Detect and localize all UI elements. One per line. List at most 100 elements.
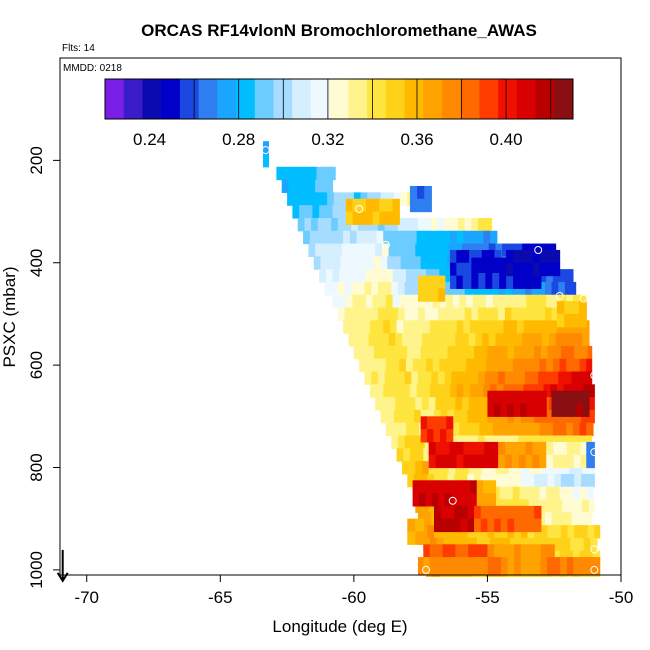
heatmap-cell	[494, 544, 502, 558]
heatmap-cell	[463, 320, 471, 334]
heatmap-cell	[456, 275, 464, 289]
heatmap-cell	[415, 333, 423, 347]
heatmap-cell	[470, 230, 478, 245]
heatmap-cell	[539, 294, 547, 309]
heatmap-cell	[547, 525, 555, 539]
heatmap-cell	[539, 441, 547, 456]
heatmap-cell	[568, 499, 577, 513]
heatmap-cell	[413, 409, 422, 424]
heatmap-cell	[429, 230, 438, 245]
heatmap-cell	[512, 249, 521, 264]
heatmap-cell	[408, 243, 416, 257]
heatmap-cell	[405, 422, 414, 437]
heatmap-cell	[564, 390, 571, 405]
heatmap-cell	[433, 416, 441, 430]
heatmap-cell	[403, 384, 411, 398]
heatmap-cell	[544, 512, 553, 526]
heatmap-cell	[387, 256, 395, 270]
heatmap-cell	[417, 217, 426, 232]
heatmap-cell	[586, 557, 594, 576]
heatmap-cell	[538, 281, 546, 296]
heatmap-cell	[554, 525, 562, 539]
heatmap-cell	[424, 371, 432, 385]
heatmap-cell	[352, 211, 360, 225]
heatmap-cell	[429, 544, 437, 558]
heatmap-cell	[527, 544, 535, 558]
heatmap-cell	[457, 493, 465, 507]
heatmap-cell	[539, 422, 547, 437]
heatmap-cell	[404, 435, 412, 449]
colorbar-swatch	[479, 79, 499, 119]
heatmap-cells	[263, 141, 601, 577]
heatmap-cell	[492, 257, 500, 274]
heatmap-cell	[438, 307, 446, 321]
heatmap-cell	[587, 345, 593, 360]
heatmap-cell	[341, 243, 350, 257]
heatmap-cell	[520, 390, 528, 405]
heatmap-cell	[534, 473, 542, 488]
heatmap-cell	[381, 243, 390, 257]
heatmap-cell	[488, 249, 496, 264]
heatmap-cell	[379, 358, 387, 373]
heatmap-cell	[407, 518, 416, 533]
heatmap-cell	[506, 249, 514, 264]
heatmap-cell	[479, 422, 487, 437]
heatmap-cell	[351, 281, 359, 296]
heatmap-cell	[580, 473, 589, 488]
heatmap-cell	[403, 320, 411, 334]
heatmap-cell	[467, 505, 475, 520]
heatmap-cell	[539, 249, 547, 264]
colorbar-swatch	[385, 79, 406, 119]
heatmap-cell	[345, 294, 354, 309]
heatmap-cell	[411, 217, 419, 232]
heatmap-cell	[507, 544, 515, 558]
heatmap-cell	[533, 390, 541, 405]
heatmap-cell	[450, 230, 458, 245]
heatmap-cell	[413, 256, 422, 270]
heatmap-cell	[575, 499, 583, 513]
heatmap-cell	[345, 198, 354, 213]
heatmap-cell	[337, 281, 346, 296]
heatmap-cell	[483, 384, 491, 398]
heatmap-cell	[352, 198, 360, 213]
heatmap-cell	[456, 441, 464, 456]
heatmap-cell	[484, 371, 493, 385]
heatmap-cell	[553, 557, 561, 576]
heatmap-cell	[434, 345, 442, 360]
heatmap-cell	[364, 307, 372, 321]
heatmap-cell	[514, 544, 522, 558]
heatmap-cell	[586, 486, 594, 501]
y-axis-label: PSXC (mbar)	[0, 266, 19, 367]
heatmap-cell	[506, 294, 514, 309]
heatmap-cell	[400, 345, 408, 360]
heatmap-cell	[401, 243, 410, 257]
heatmap-cell	[471, 257, 479, 274]
heatmap-cell	[380, 409, 388, 424]
heatmap-cell	[489, 493, 497, 507]
sample-marker	[534, 246, 543, 254]
heatmap-cell	[444, 493, 452, 507]
heatmap-cell	[399, 294, 407, 309]
heatmap-cell	[492, 486, 501, 501]
plot-frame	[59, 57, 622, 576]
heatmap-cell	[442, 544, 450, 558]
heatmap-cell	[417, 307, 426, 321]
heatmap-cell	[507, 473, 515, 488]
heatmap-cell	[439, 429, 447, 443]
heatmap-cell	[502, 333, 510, 347]
heatmap-cell	[482, 480, 490, 494]
colorbar-swatch	[198, 79, 218, 119]
heatmap-cell	[507, 505, 515, 520]
heatmap-cell	[450, 262, 457, 277]
heatmap-cell	[508, 333, 517, 347]
heatmap-cell	[450, 320, 458, 334]
heatmap-cell	[428, 557, 436, 576]
heatmap-cell	[315, 243, 323, 257]
heatmap-cell	[369, 320, 378, 334]
sample-marker	[261, 146, 270, 155]
chart-title: ORCAS RF14vlonN Bromochloromethane_AWAS	[141, 21, 537, 40]
heatmap-cell	[476, 384, 485, 398]
heatmap-cell	[476, 493, 484, 507]
heatmap-cell	[507, 557, 515, 576]
heatmap-cell	[416, 384, 424, 398]
